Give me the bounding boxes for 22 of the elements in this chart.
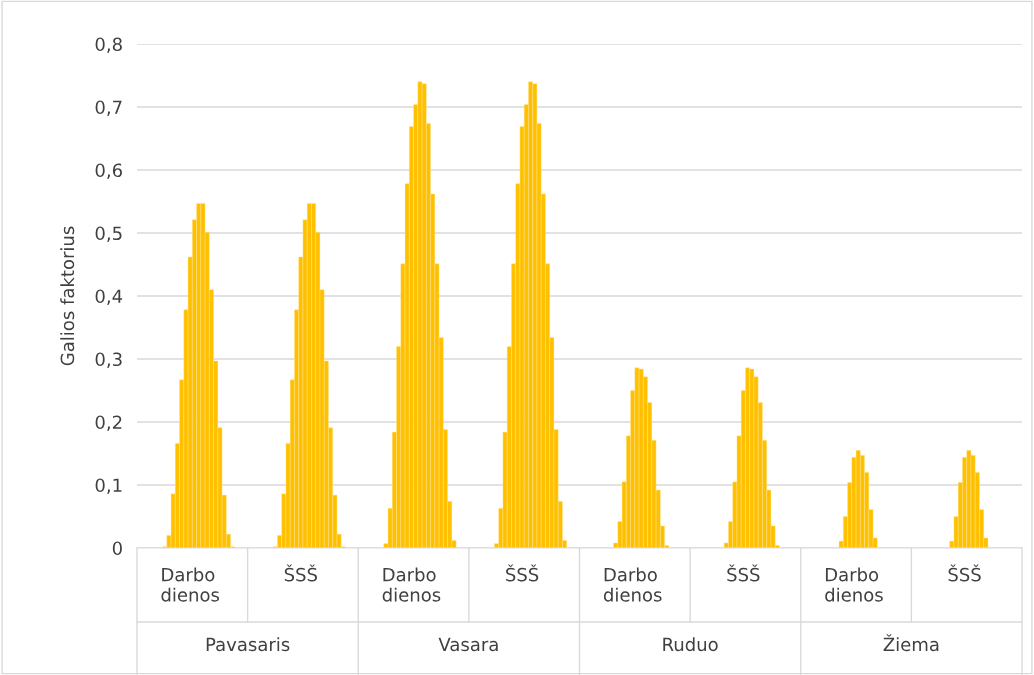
y-tick-label: 0,2 (95, 415, 122, 431)
text: Pavasaris (206, 637, 290, 652)
y-axis-title: Galios faktorius (60, 226, 75, 366)
y-tick-label: 0,8 (95, 37, 122, 53)
x-tick-label: Darbo dienos (382, 567, 441, 602)
y-tick-label: 0,7 (95, 100, 122, 116)
y-tick-label: 0,1 (95, 478, 122, 494)
y-tick-label: 0,4 (95, 289, 123, 305)
text: Žiema (883, 634, 939, 652)
y-tick-label: 0,6 (95, 163, 122, 179)
x-tick-label: Darbo dienos (161, 567, 220, 602)
x-tick-label: Darbo dienos (603, 567, 662, 602)
x-tick-label: Darbo dienos (825, 567, 883, 602)
x-tick-label: ŠSŠ (727, 564, 760, 582)
text: Vasara (438, 637, 498, 652)
x-tick-label: ŠSŠ (284, 564, 317, 582)
y-tick-label: 0 (112, 541, 122, 556)
x-tick-label: ŠSŠ (506, 564, 539, 582)
x-tick-label: ŠSŠ (948, 564, 981, 582)
y-tick-label: 0,5 (95, 226, 122, 242)
y-tick-label: 0,3 (95, 352, 122, 368)
text: Ruduo (663, 637, 718, 652)
